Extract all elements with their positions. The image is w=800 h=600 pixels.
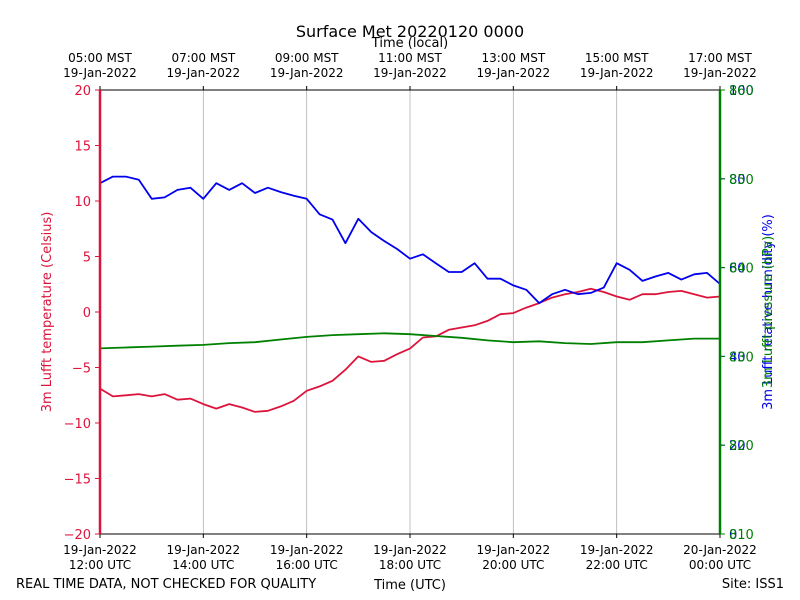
x-tick-label-top-time: 13:00 MST (481, 51, 545, 65)
y-tick-label-right-1: 810 (729, 528, 754, 543)
x-tick-label-bottom-date: 19-Jan-2022 (580, 543, 654, 557)
y-tick-label-right-0: 100 (729, 84, 754, 99)
y-tick-label-right-1: 850 (729, 173, 754, 188)
x-tick-label-bottom-time: 20:00 UTC (482, 558, 544, 572)
y-tick-label-right-1: 860 (729, 84, 754, 99)
y-tick-label-left: 10 (74, 195, 91, 210)
y-tick-label-left: −15 (64, 473, 91, 488)
y-tick-label-left: 15 (74, 140, 91, 155)
y-tick-label-right-1: 840 (729, 262, 754, 277)
x-tick-label-bottom-time: 12:00 UTC (69, 558, 131, 572)
x-tick-label-top-time: 11:00 MST (378, 51, 442, 65)
y-tick-label-left: −10 (64, 417, 91, 432)
grid (202, 90, 618, 534)
x-tick-label-top-time: 05:00 MST (68, 51, 132, 65)
y-tick-label-right-0: 20 (729, 439, 746, 454)
x-tick-label-bottom-date: 20-Jan-2022 (683, 543, 757, 557)
x-tick-label-top-time: 17:00 MST (688, 51, 752, 65)
y-tick-label-left: −20 (64, 528, 91, 543)
x-tick-label-bottom-date: 19-Jan-2022 (167, 543, 241, 557)
chart-title: Surface Met 20220120 0000 (296, 22, 524, 41)
x-tick-label-bottom-time: 00:00 UTC (689, 558, 751, 572)
x-tick-label-bottom-time: 18:00 UTC (379, 558, 441, 572)
y-tick-label-right-0: 60 (729, 262, 746, 277)
right-axis-label-humidity: 3m Lufft relative humidity (%) (761, 214, 776, 410)
series-line-0 (99, 287, 721, 413)
x-tick-label-top-date: 19-Jan-2022 (167, 66, 241, 80)
y-tick-label-right-0: 80 (729, 173, 746, 188)
series-layer (99, 175, 721, 413)
y-tick-label-right-1: 820 (729, 439, 754, 454)
x-tick-label-bottom-time: 22:00 UTC (586, 558, 648, 572)
x-tick-label-bottom-time: 16:00 UTC (276, 558, 338, 572)
y-tick-label-left: 5 (83, 251, 91, 266)
x-tick-label-top-date: 19-Jan-2022 (270, 66, 344, 80)
x-tick-label-bottom-date: 19-Jan-2022 (270, 543, 344, 557)
y-tick-label-right-0: 0 (729, 528, 737, 543)
x-tick-label-bottom-time: 14:00 UTC (172, 558, 234, 572)
series-line-2 (99, 332, 720, 350)
x-tick-label-top-date: 19-Jan-2022 (683, 66, 757, 80)
x-tick-label-top-time: 07:00 MST (171, 51, 235, 65)
y-tick-label-right-0: 40 (729, 350, 746, 365)
series-line-1 (99, 175, 721, 305)
bottom-axis-label: Time (UTC) (373, 578, 446, 593)
y-tick-label-left: 20 (74, 84, 91, 99)
footer-left: REAL TIME DATA, NOT CHECKED FOR QUALITY (16, 577, 316, 592)
top-axis-label: Time (local) (371, 36, 448, 51)
x-tick-label-top-time: 15:00 MST (585, 51, 649, 65)
y-tick-label-right-1: 830 (729, 350, 754, 365)
y-tick-label-left: 0 (83, 306, 91, 321)
x-tick-label-top-date: 19-Jan-2022 (373, 66, 447, 80)
x-tick-label-bottom-date: 19-Jan-2022 (477, 543, 551, 557)
x-tick-label-top-date: 19-Jan-2022 (477, 66, 551, 80)
x-tick-label-bottom-date: 19-Jan-2022 (373, 543, 447, 557)
left-axis-label: 3m Lufft temperature (Celsius) (40, 212, 55, 413)
right-axis-label-pressure: 3m Lufft pressure (hPa) (761, 236, 776, 388)
footer-right: Site: ISS1 (722, 577, 784, 592)
x-tick-label-top-date: 19-Jan-2022 (580, 66, 654, 80)
x-tick-label-top-time: 09:00 MST (275, 51, 339, 65)
x-tick-label-top-date: 19-Jan-2022 (63, 66, 137, 80)
x-tick-label-bottom-date: 19-Jan-2022 (63, 543, 137, 557)
y-tick-label-left: −5 (72, 362, 91, 377)
